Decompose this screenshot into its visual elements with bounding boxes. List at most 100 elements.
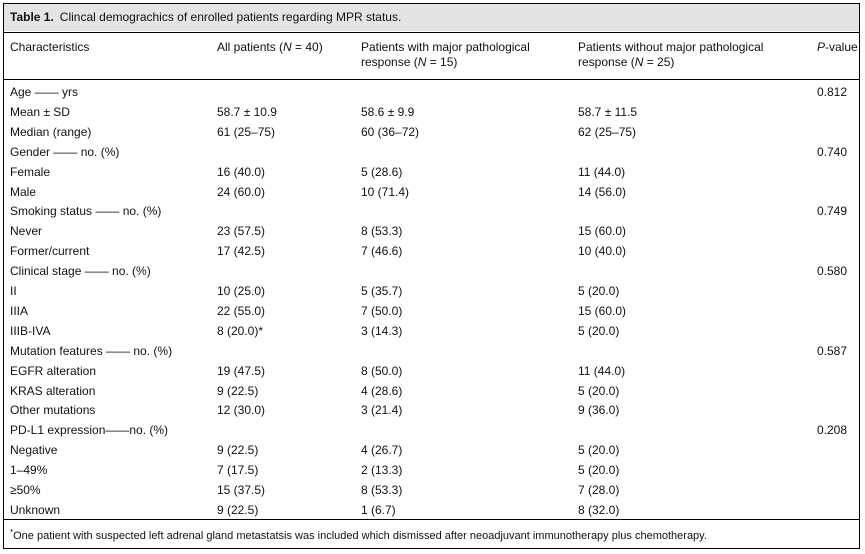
cell-characteristic: KRAS alteration: [10, 383, 96, 398]
cell-no-mpr: 5 (20.0): [578, 323, 620, 338]
table-caption-text: Clincal demograchics of enrolled patient…: [59, 10, 402, 24]
cell-all-patients: 24 (60.0): [217, 184, 266, 199]
cell-mpr: 5 (35.7): [361, 284, 403, 298]
header-nompr-line1: Patients without major pathological: [578, 40, 764, 54]
cell-mpr: 4 (28.6): [361, 383, 403, 398]
cell-all-patients: 12 (30.0): [217, 403, 266, 418]
cell-mpr: 7 (50.0): [361, 303, 403, 318]
header-nompr-suffix: = 25): [643, 55, 675, 69]
header-all-prefix: All patients (: [217, 40, 284, 54]
header-top-rule: [4, 32, 859, 33]
cell-mpr: 5 (28.6): [361, 164, 403, 179]
cell-mpr: 8 (50.0): [361, 363, 403, 378]
cell-mpr: 3 (21.4): [361, 403, 403, 418]
cell-all-patients: 9 (22.5): [217, 383, 259, 398]
table-caption-label: Table 1.: [10, 10, 54, 24]
cell-p-value: 0.812: [817, 85, 848, 99]
cell-characteristic: Female: [10, 164, 51, 179]
header-mpr: Patients with major pathological response…: [361, 40, 530, 70]
header-mpr-suffix: = 15): [426, 55, 458, 69]
cell-no-mpr: 11 (44.0): [578, 164, 626, 179]
cell-mpr: 8 (53.3): [361, 224, 403, 239]
cell-characteristic: Male: [10, 184, 37, 199]
cell-all-patients: 61 (25–75): [217, 124, 276, 139]
cell-mpr: 7 (46.6): [361, 244, 403, 259]
cell-characteristic: Unknown: [10, 502, 61, 517]
cell-characteristic: Clinical stage —— no. (%): [10, 264, 151, 279]
cell-all-patients: 22 (55.0): [217, 303, 266, 318]
cell-no-mpr: 62 (25–75): [578, 124, 637, 139]
cell-mpr: 58.6 ± 9.9: [361, 104, 415, 119]
cell-characteristic: IIIA: [10, 303, 29, 318]
header-p-suffix: -value: [825, 40, 858, 54]
cell-all-patients: 16 (40.0): [217, 164, 266, 179]
header-mpr-n: N: [417, 55, 427, 69]
cell-no-mpr: 9 (36.0): [578, 403, 620, 418]
cell-mpr: 2 (13.3): [361, 463, 403, 478]
cell-all-patients: 19 (47.5): [217, 363, 266, 378]
header-all-n: N: [283, 40, 292, 54]
cell-characteristic: EGFR alteration: [10, 363, 97, 378]
header-nompr-line2: response (N = 25): [578, 55, 763, 70]
cell-characteristic: Former/current: [10, 244, 90, 259]
cell-characteristic: Gender —— no. (%): [10, 144, 120, 159]
cell-p-value: 0.740: [817, 144, 848, 159]
cell-mpr: 3 (14.3): [361, 323, 403, 338]
cell-all-patients: 7 (17.5): [217, 463, 259, 478]
table-footnote: *One patient with suspected left adrenal…: [10, 526, 707, 543]
cell-no-mpr: 5 (20.0): [578, 284, 620, 298]
cell-no-mpr: 15 (60.0): [578, 303, 627, 318]
cell-mpr: 1 (6.7): [361, 502, 396, 517]
cell-all-patients: 10 (25.0): [217, 284, 266, 298]
header-all-patients: All patients (N = 40): [217, 40, 323, 55]
table-bottom-rule: [4, 519, 859, 520]
cell-all-patients: 58.7 ± 10.9: [217, 104, 277, 119]
header-mpr-line2: response (N = 15): [361, 55, 530, 70]
cell-mpr: 4 (26.7): [361, 443, 403, 458]
cell-mpr: 8 (53.3): [361, 483, 403, 497]
cell-no-mpr: 14 (56.0): [578, 184, 627, 199]
header-p-italic: P: [817, 40, 826, 54]
cell-no-mpr: 5 (20.0): [578, 443, 620, 458]
cell-characteristic: Negative: [10, 443, 58, 458]
cell-all-patients: 9 (22.5): [217, 502, 259, 517]
footnote-marker: *: [10, 528, 14, 537]
cell-p-value: 0.580: [817, 264, 848, 279]
cell-characteristic: PD-L1 expression——no. (%): [10, 423, 169, 438]
header-characteristics: Characteristics: [10, 40, 90, 54]
footnote-text: One patient with suspected left adrenal …: [13, 530, 707, 542]
cell-no-mpr: 11 (44.0): [578, 363, 626, 378]
cell-characteristic: Age —— yrs: [10, 85, 79, 99]
cell-characteristic: Mutation features —— no. (%): [10, 343, 173, 358]
header-nompr-prefix: response (: [578, 55, 635, 69]
cell-characteristic: Smoking status —— no. (%): [10, 204, 162, 219]
cell-all-patients: 9 (22.5): [217, 443, 259, 458]
header-all-suffix: = 40): [291, 40, 323, 54]
cell-characteristic: Median (range): [10, 124, 92, 139]
cell-no-mpr: 15 (60.0): [578, 224, 627, 239]
cell-no-mpr: 7 (28.0): [578, 483, 620, 497]
cell-all-patients: 15 (37.5): [217, 483, 266, 497]
cell-p-value: 0.208: [817, 423, 848, 438]
cell-no-mpr: 10 (40.0): [578, 244, 627, 259]
table-frame: Table 1. Clincal demograchics of enrolled…: [3, 3, 860, 549]
cell-characteristic: IIIB-IVA: [10, 323, 51, 338]
cell-mpr: 10 (71.4): [361, 184, 410, 199]
header-mpr-prefix: response (: [361, 55, 418, 69]
cell-all-patients: 8 (20.0)*: [217, 323, 264, 338]
cell-no-mpr: 5 (20.0): [578, 463, 620, 478]
cell-p-value: 0.749: [817, 204, 848, 219]
cell-no-mpr: 5 (20.0): [578, 383, 620, 398]
table-caption: Table 1. Clincal demograchics of enrolled…: [4, 4, 859, 31]
header-nompr-n: N: [634, 55, 644, 69]
header-p-value: P-value: [817, 40, 858, 55]
cell-p-value: 0.587: [817, 343, 848, 358]
cell-characteristic: Never: [10, 224, 43, 239]
cell-characteristic: Other mutations: [10, 403, 96, 418]
header-mpr-line1: Patients with major pathological: [361, 40, 530, 54]
cell-no-mpr: 8 (32.0): [578, 502, 620, 517]
cell-mpr: 60 (36–72): [361, 124, 420, 139]
cell-no-mpr: 58.7 ± 11.5: [578, 104, 638, 119]
cell-characteristic: 1–49%: [10, 463, 48, 478]
cell-characteristic: II: [10, 284, 17, 298]
